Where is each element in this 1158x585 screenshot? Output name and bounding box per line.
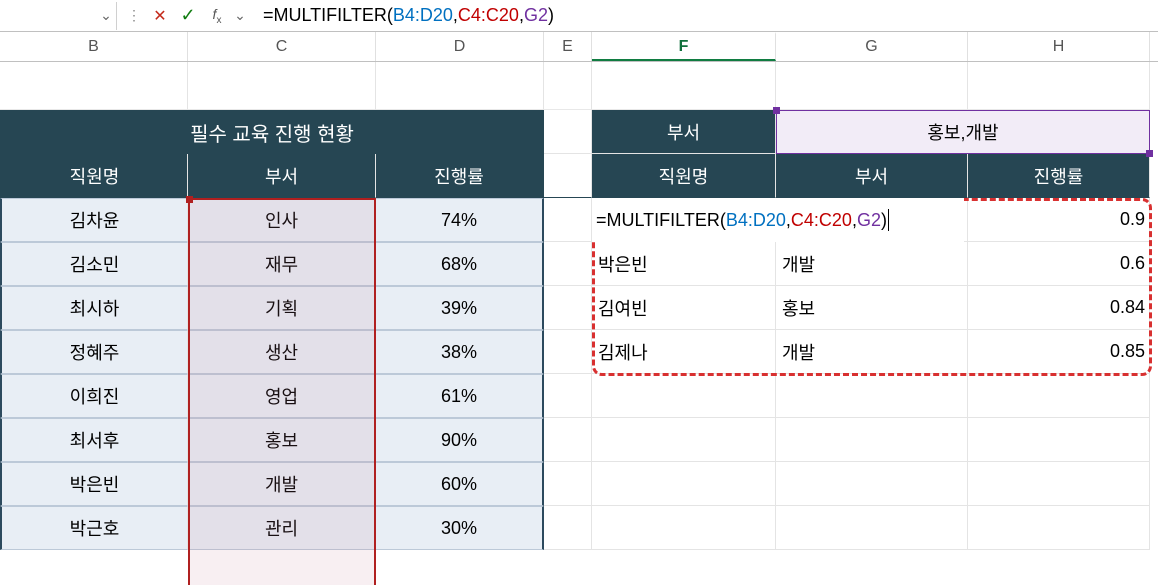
row-11: 박근호 관리 30% xyxy=(0,506,1158,550)
row-4: 김차윤 인사 74% 0.9 xyxy=(0,198,1158,242)
table-cell[interactable]: 68% xyxy=(376,242,544,286)
left-header-dept: 부서 xyxy=(188,154,376,198)
col-header-d[interactable]: D xyxy=(376,32,544,61)
table-cell[interactable]: 생산 xyxy=(188,330,376,374)
row-1 xyxy=(0,62,1158,110)
table-cell[interactable]: 김여빈 xyxy=(592,286,776,330)
table-cell[interactable]: 개발 xyxy=(776,330,968,374)
table-cell[interactable]: 기획 xyxy=(188,286,376,330)
table-cell[interactable]: 개발 xyxy=(188,462,376,506)
chevron-down-icon[interactable]: ⌄ xyxy=(233,7,247,24)
table-cell[interactable]: 인사 xyxy=(188,198,376,242)
table-cell[interactable]: 이희진 xyxy=(0,374,188,418)
row-6: 최시하 기획 39% 김여빈 홍보 0.84 xyxy=(0,286,1158,330)
row-10: 박은빈 개발 60% xyxy=(0,462,1158,506)
row-3: 직원명 부서 진행률 직원명 부서 진행률 xyxy=(0,154,1158,198)
table-cell[interactable]: 관리 xyxy=(188,506,376,550)
table-cell[interactable]: 90% xyxy=(376,418,544,462)
left-header-pct: 진행률 xyxy=(376,154,544,198)
fx-button[interactable]: fx xyxy=(203,2,229,30)
table-cell[interactable]: 0.6 xyxy=(968,242,1150,286)
table-cell[interactable]: 0.84 xyxy=(968,286,1150,330)
table-cell[interactable]: 개발 xyxy=(776,242,968,286)
left-header-name: 직원명 xyxy=(0,154,188,198)
right-header-pct: 진행률 xyxy=(968,154,1150,198)
col-header-b[interactable]: B xyxy=(0,32,188,61)
table-cell[interactable]: 0.85 xyxy=(968,330,1150,374)
col-header-g[interactable]: G xyxy=(776,32,968,61)
left-table-title: 필수 교육 진행 현황 xyxy=(0,110,544,154)
spreadsheet-window: ⌄ ⋮ ✕ ✓ fx ⌄ =MULTIFILTER(B4:D20,C4:C20,… xyxy=(0,0,1158,585)
formula-bar-buttons: ⋮ ✕ ✓ fx ⌄ xyxy=(117,2,253,30)
table-cell[interactable]: 김제나 xyxy=(592,330,776,374)
table-cell[interactable]: 홍보 xyxy=(776,286,968,330)
filter-value: 홍보,개발 xyxy=(777,119,1149,145)
right-header-name: 직원명 xyxy=(592,154,776,198)
grid-body[interactable]: 필수 교육 진행 현황 부서 홍보,개발 직원명 부서 진행률 직원명 부서 진… xyxy=(0,62,1158,550)
table-cell[interactable]: 재무 xyxy=(188,242,376,286)
enter-button[interactable]: ✓ xyxy=(175,2,201,30)
row-7: 정혜주 생산 38% 김제나 개발 0.85 xyxy=(0,330,1158,374)
formula-range-3: G2 xyxy=(524,5,548,26)
row-2: 필수 교육 진행 현황 부서 홍보,개발 xyxy=(0,110,1158,154)
table-cell[interactable]: 정혜주 xyxy=(0,330,188,374)
text-cursor xyxy=(888,209,889,231)
table-cell[interactable]: 최서후 xyxy=(0,418,188,462)
table-cell[interactable]: 김차윤 xyxy=(0,198,188,242)
cancel-button[interactable]: ✕ xyxy=(147,2,173,30)
table-cell[interactable]: 영업 xyxy=(188,374,376,418)
formula-range-1: B4:D20 xyxy=(393,5,453,26)
col-header-e[interactable]: E xyxy=(544,32,592,61)
filter-value-cell[interactable]: 홍보,개발 xyxy=(776,110,1150,154)
table-cell[interactable]: 39% xyxy=(376,286,544,330)
column-headers[interactable]: B C D E F G H xyxy=(0,32,1158,62)
table-cell[interactable]: 38% xyxy=(376,330,544,374)
formula-bar: ⌄ ⋮ ✕ ✓ fx ⌄ =MULTIFILTER(B4:D20,C4:C20,… xyxy=(0,0,1158,32)
col-header-h[interactable]: H xyxy=(968,32,1150,61)
chevron-down-icon[interactable]: ⌄ xyxy=(98,8,114,24)
table-cell[interactable]: 60% xyxy=(376,462,544,506)
table-cell[interactable]: 최시하 xyxy=(0,286,188,330)
table-cell[interactable]: 0.9 xyxy=(968,198,1150,242)
active-edit-cell[interactable]: =MULTIFILTER(B4:D20,C4:C20,G2) xyxy=(592,198,964,242)
table-cell[interactable]: 홍보 xyxy=(188,418,376,462)
formula-range-2: C4:C20 xyxy=(458,5,519,26)
table-cell[interactable]: 61% xyxy=(376,374,544,418)
row-5: 김소민 재무 68% 박은빈 개발 0.6 xyxy=(0,242,1158,286)
table-cell[interactable]: 박근호 xyxy=(0,506,188,550)
filter-label: 부서 xyxy=(592,110,776,154)
table-cell[interactable]: 김소민 xyxy=(0,242,188,286)
col-header-f[interactable]: F xyxy=(592,32,776,61)
table-cell[interactable]: 박은빈 xyxy=(0,462,188,506)
divider-icon: ⋮ xyxy=(123,7,145,24)
row-8: 이희진 영업 61% xyxy=(0,374,1158,418)
table-cell[interactable]: 박은빈 xyxy=(592,242,776,286)
formula-text: =MULTIFILTER( xyxy=(263,5,393,26)
table-cell[interactable]: 30% xyxy=(376,506,544,550)
right-header-dept: 부서 xyxy=(776,154,968,198)
name-box[interactable]: ⌄ xyxy=(0,2,117,30)
formula-input[interactable]: =MULTIFILTER(B4:D20,C4:C20,G2) xyxy=(253,5,1158,26)
table-cell[interactable]: 74% xyxy=(376,198,544,242)
row-9: 최서후 홍보 90% xyxy=(0,418,1158,462)
col-header-c[interactable]: C xyxy=(188,32,376,61)
